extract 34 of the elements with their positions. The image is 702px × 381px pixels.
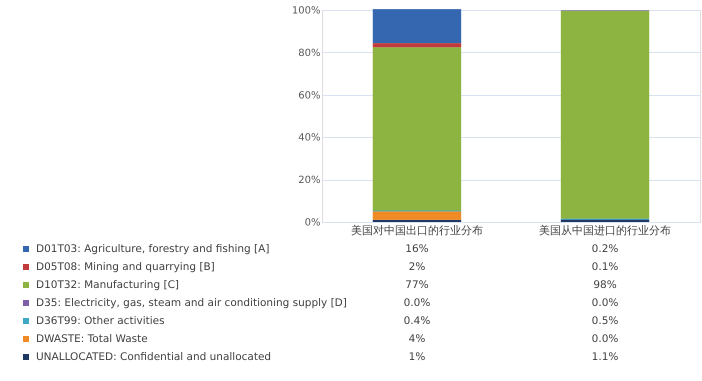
data-label: 0.0% [592,333,618,345]
data-label: 98% [593,279,617,291]
bar [372,43,462,48]
bar [560,10,650,219]
data-label: 0.4% [404,315,430,327]
y-tick-label: 0% [304,218,320,228]
data-label: 16% [405,243,429,255]
bar [372,47,462,211]
bar [372,9,462,44]
data-label: 0.1% [592,261,618,273]
data-label: 0.5% [592,315,618,327]
data-label: 4% [408,333,426,345]
data-label: 1.1% [592,351,618,363]
y-tick-label: 80% [298,48,320,59]
legend-label: D35: Electricity, gas, steam and air conditioning supply [D] [36,297,347,309]
bar [372,211,462,220]
legend-label: D36T99: Other activities [36,315,165,327]
data-label: 1% [408,351,426,363]
legend-label: DWASTE: Total Waste [36,333,148,345]
data-label: 77% [405,279,429,291]
y-tick-label: 20% [298,175,320,186]
y-tick-label: 40% [298,132,320,144]
y-tick-label: 60% [298,90,320,102]
legend-label: D05T08: Mining and quarrying [B] [36,261,215,273]
legend-label: D10T32: Manufacturing [C] [36,279,179,291]
legend-label: D01T03: Agriculture, forestry and fishing [A] [36,243,270,255]
x-tick-label: 美国从中国进口的行业分布 [539,224,672,237]
x-tick-label: 美国对中国出口的行业分布 [350,224,483,237]
data-label: 2% [408,261,426,273]
data-label: 0.0% [592,297,618,309]
data-label: 0.2% [592,243,618,255]
data-label: 0.0% [404,297,430,309]
y-tick-label: 100% [292,6,320,16]
legend-label: UNALLOCATED: Confidential and unallocated [36,351,272,363]
